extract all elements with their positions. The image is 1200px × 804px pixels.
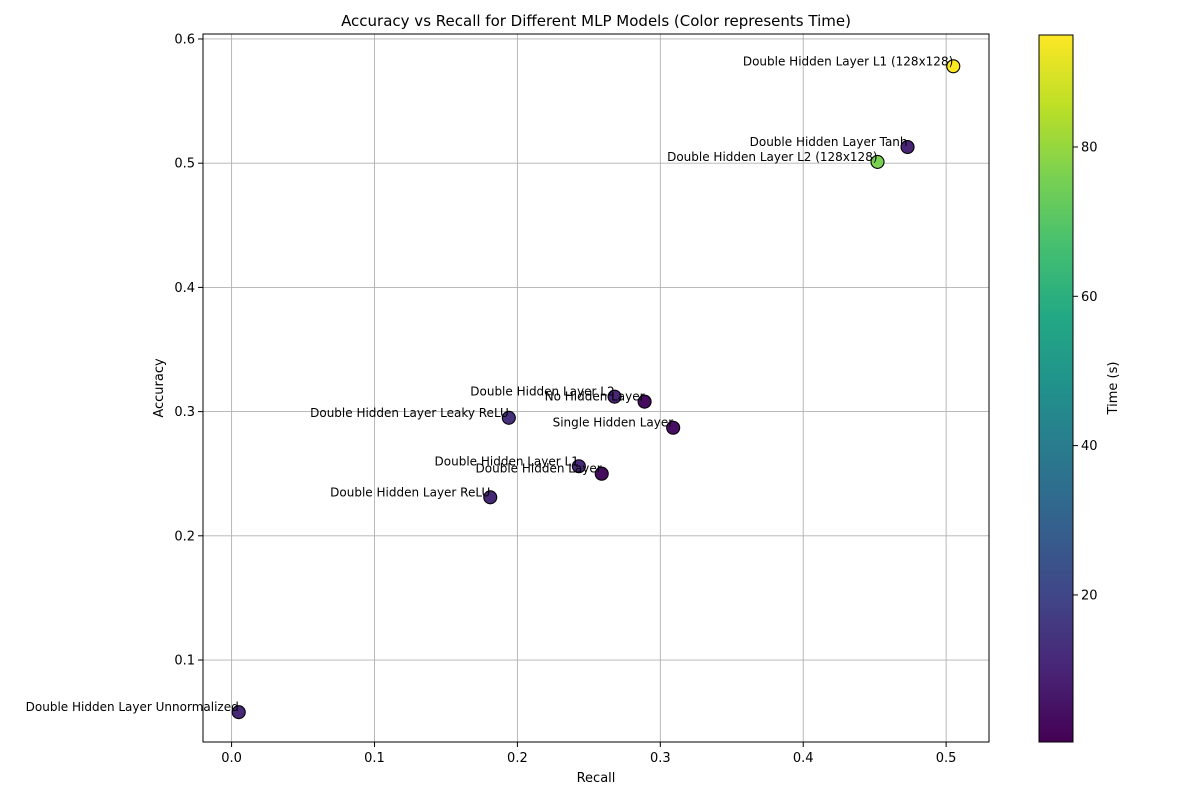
grid: [203, 34, 989, 742]
data-point-label: Double Hidden Layer ReLU: [330, 485, 490, 499]
data-point: [594, 466, 609, 481]
x-tick-label: 0.1: [364, 751, 385, 766]
y-tick-label: 0.6: [174, 32, 195, 47]
point-labels: Double Hidden Layer L1 (128x128) Double H…: [26, 54, 954, 714]
x-tick-label: 0.4: [793, 751, 814, 766]
data-point: [231, 705, 246, 720]
data-points: [231, 59, 961, 720]
x-tick-label: 0.2: [507, 751, 528, 766]
data-point-label: Double Hidden Layer L2 (128x128): [667, 150, 877, 164]
data-point: [483, 490, 498, 505]
y-axis-label: Accuracy: [152, 358, 167, 418]
data-point: [946, 59, 961, 74]
data-point: [637, 394, 652, 409]
data-point-label: Double Hidden Layer Leaky ReLU: [310, 406, 509, 420]
data-point: [870, 154, 885, 169]
y-axis-ticks: 0.1 0.2 0.3 0.4 0.5 0.6: [174, 32, 203, 669]
y-tick-label: 0.4: [174, 281, 195, 296]
colorbar-tick-label: 20: [1081, 588, 1098, 603]
chart-title: Accuracy vs Recall for Different MLP Mod…: [341, 12, 851, 30]
colorbar-tick-label: 80: [1081, 140, 1098, 155]
colorbar-tick-label: 60: [1081, 290, 1098, 305]
y-tick-label: 0.2: [174, 529, 195, 544]
data-point-label: Double Hidden Layer L1 (128x128): [743, 54, 953, 68]
y-tick-label: 0.3: [174, 405, 195, 420]
data-point-label: Single Hidden Layer: [553, 416, 674, 430]
data-point: [501, 410, 516, 425]
data-point-label: Double Hidden Layer L2: [470, 385, 614, 399]
colorbar: [1038, 34, 1074, 743]
data-point-label: No Hidden Layer: [545, 390, 645, 404]
data-point-label: Double Hidden Layer L1: [435, 454, 579, 468]
x-tick-label: 0.0: [221, 751, 242, 766]
colorbar-ticks: 20 40 60 80: [1073, 140, 1098, 603]
data-point-label: Double Hidden Layer Tanh: [750, 135, 908, 149]
colorbar-tick-label: 40: [1081, 439, 1098, 454]
data-point: [666, 420, 681, 435]
x-axis-label: Recall: [577, 771, 616, 786]
x-tick-label: 0.3: [650, 751, 671, 766]
y-tick-label: 0.1: [174, 654, 195, 669]
data-point: [571, 459, 586, 474]
data-point: [900, 139, 915, 155]
x-tick-label: 0.5: [936, 751, 957, 766]
data-point-label: Double Hidden Layer: [476, 462, 602, 476]
data-point: [607, 389, 622, 404]
plot-frame: [202, 33, 990, 743]
x-axis-ticks: 0.0 0.1 0.2 0.3 0.4 0.5: [221, 742, 956, 766]
colorbar-label: Time (s): [1106, 362, 1121, 416]
y-tick-label: 0.5: [174, 157, 195, 172]
data-point-label: Double Hidden Layer Unnormalized: [26, 700, 239, 714]
